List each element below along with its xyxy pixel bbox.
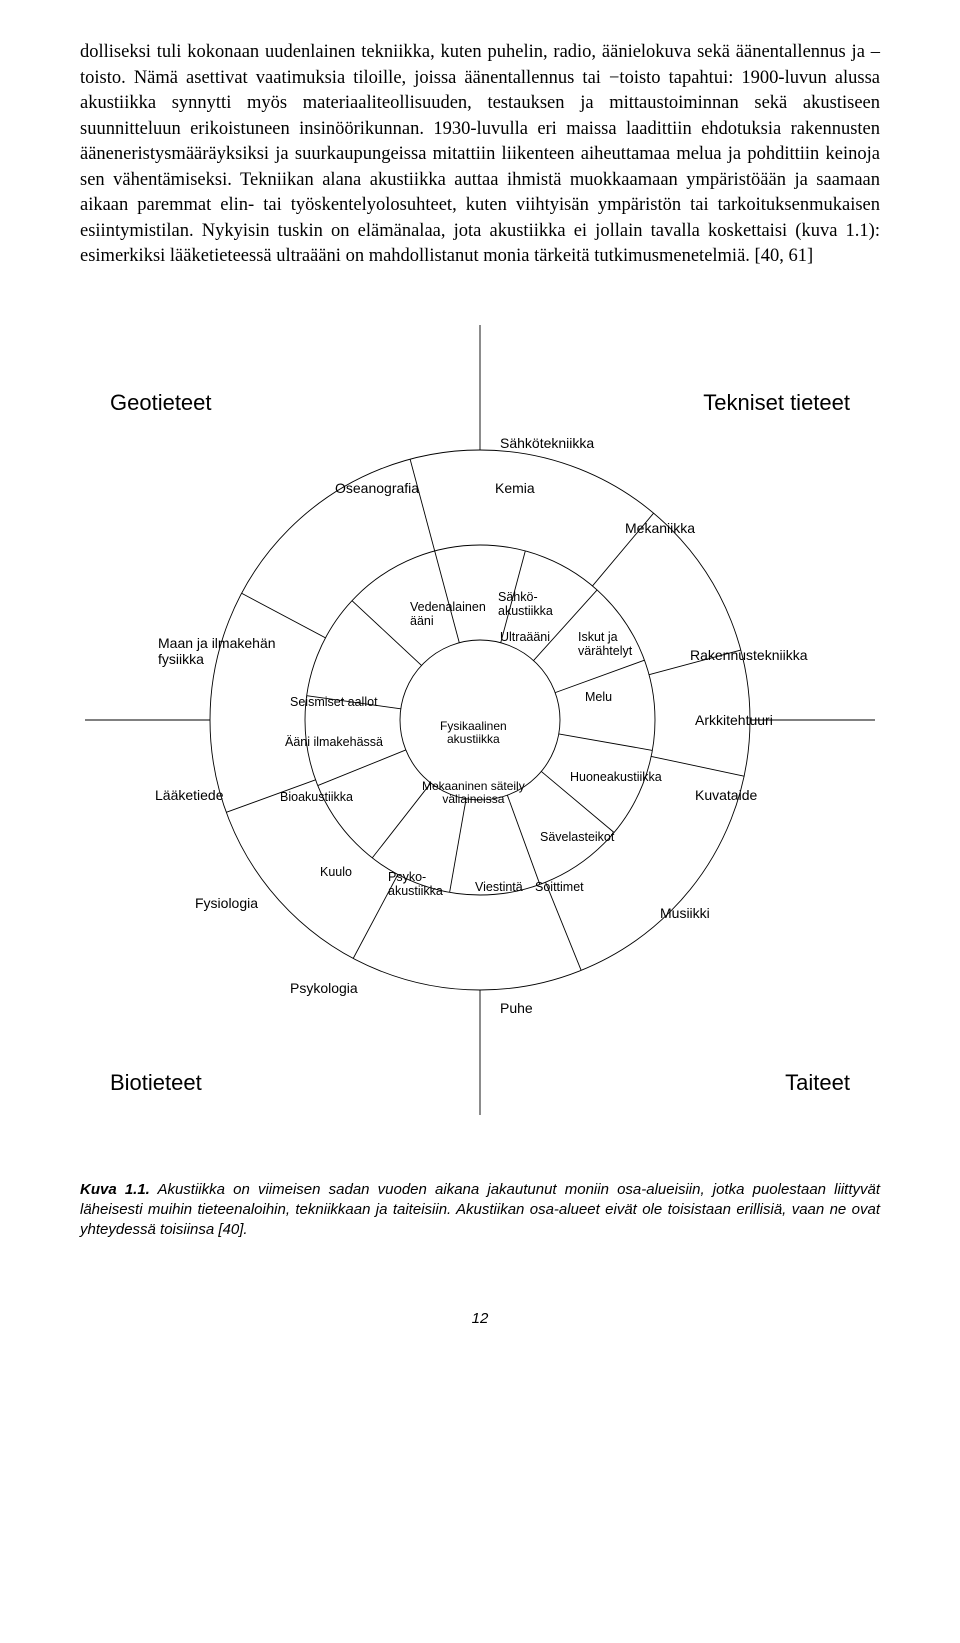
mid-label-8: Viestintä	[475, 880, 523, 894]
outer-label-0: Sähkötekniikka	[500, 435, 594, 451]
mid-label-2: Vedenalainen ääni	[410, 600, 486, 629]
outer-label-2: Oseanografia	[335, 480, 419, 496]
outer-label-11: Lääketiede	[155, 787, 224, 803]
mid-label-0: Sähkö- akustiikka	[498, 590, 553, 619]
inner-label-1: Mekaaninen säteily väliaineissa	[422, 780, 525, 808]
corner-bottom-left: Biotieteet	[110, 1070, 202, 1096]
mid-label-12: Ääni ilmakehässä	[285, 735, 383, 749]
mid-label-13: Seismiset aallot	[290, 695, 378, 709]
body-paragraph: dolliseksi tuli kokonaan uudenlainen tek…	[80, 40, 880, 270]
acoustics-diagram: Geotieteet Tekniset tieteet Biotieteet T…	[80, 300, 880, 1140]
mid-label-7: Soittimet	[535, 880, 584, 894]
outer-label-1: Kemia	[495, 480, 535, 496]
outer-label-9: Psykologia	[290, 980, 358, 996]
inner-label-0: Fysikaalinen akustiikka	[440, 720, 507, 748]
outer-label-4: Rakennustekniikka	[690, 647, 808, 663]
mid-label-6: Sävelasteikot	[540, 830, 614, 844]
page-number: 12	[80, 1310, 880, 1327]
figure-caption: Kuva 1.1. Akustiikka on viimeisen sadan …	[80, 1180, 880, 1241]
caption-text: Akustiikka on viimeisen sadan vuoden aik…	[80, 1181, 880, 1239]
corner-top-left: Geotieteet	[110, 390, 212, 416]
outer-label-8: Puhe	[500, 1000, 533, 1016]
corner-top-right: Tekniset tieteet	[703, 390, 850, 416]
mid-label-5: Huoneakustiikka	[570, 770, 662, 784]
mid-label-11: Bioakustiikka	[280, 790, 353, 804]
mid-label-10: Kuulo	[320, 865, 352, 879]
mid-label-9: Psyko- akustiikka	[388, 870, 443, 899]
outer-label-5: Arkkitehtuuri	[695, 712, 773, 728]
mid-label-1: Ultraääni	[500, 630, 550, 644]
mid-label-4: Melu	[585, 690, 612, 704]
page: dolliseksi tuli kokonaan uudenlainen tek…	[0, 0, 960, 1387]
outer-label-3: Mekaniikka	[625, 520, 695, 536]
corner-bottom-right: Taiteet	[785, 1070, 850, 1096]
outer-label-7: Musiikki	[660, 905, 710, 921]
mid-label-3: Iskut ja värähtelyt	[578, 630, 632, 659]
outer-label-10: Fysiologia	[195, 895, 258, 911]
caption-bold: Kuva 1.1.	[80, 1181, 150, 1198]
outer-label-12: Maan ja ilmakehän fysiikka	[158, 635, 276, 667]
outer-label-6: Kuvataide	[695, 787, 757, 803]
